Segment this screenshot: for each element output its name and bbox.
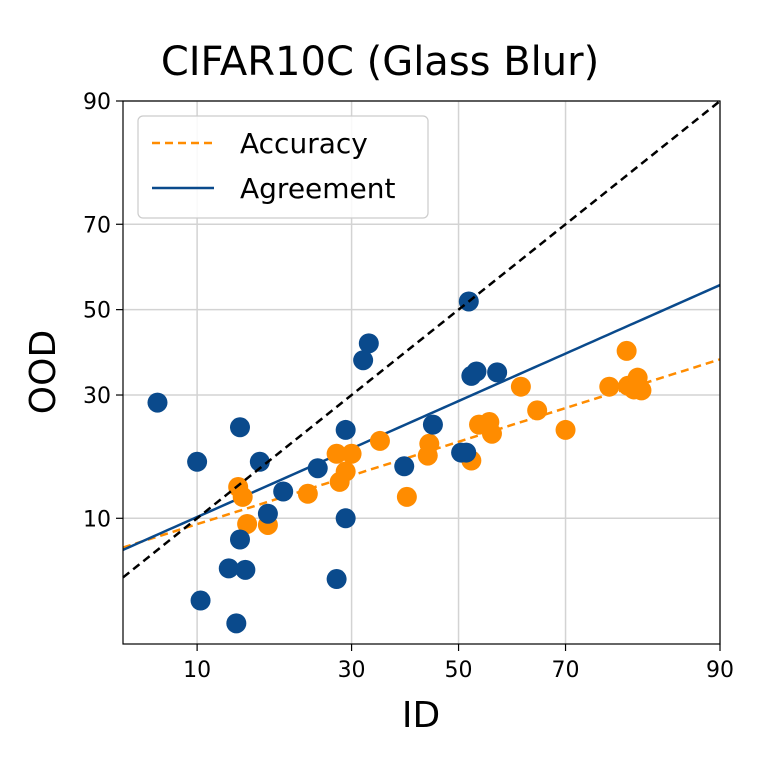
agreement-point (218, 558, 239, 579)
accuracy-point (631, 380, 652, 401)
agreement-point (229, 529, 250, 550)
agreement-point (190, 590, 211, 611)
agreement-point (456, 442, 477, 463)
diagonal-reference-line (122, 100, 721, 579)
agreement-point (326, 569, 347, 590)
x-tick-label: 30 (338, 658, 366, 683)
agreement-fit-line (122, 283, 721, 552)
agreement-point (335, 419, 356, 440)
accuracy-point (335, 461, 356, 482)
agreement-point (249, 451, 270, 472)
x-axis-ticks: 10 30 50 70 90 (183, 644, 734, 683)
agreement-point (257, 503, 278, 524)
accuracy-point (326, 443, 347, 464)
x-tick-label: 90 (706, 658, 734, 683)
accuracy-point (510, 376, 531, 397)
agreement-point (307, 458, 328, 479)
accuracy-point (555, 419, 576, 440)
chart-title: CIFAR10C (Glass Blur) (161, 39, 599, 85)
accuracy-point (369, 430, 390, 451)
agreement-point (187, 451, 208, 472)
x-axis-label: ID (402, 695, 440, 736)
accuracy-point (527, 400, 548, 421)
agreement-point (273, 481, 294, 502)
accuracy-point (481, 423, 502, 444)
agreement-point (394, 456, 415, 477)
agreement-point (487, 362, 508, 383)
agreement-point (353, 350, 374, 371)
legend: Accuracy Agreement (137, 115, 429, 219)
agreement-point (335, 508, 356, 529)
agreement-point (226, 613, 247, 634)
agreement-point (147, 392, 168, 413)
accuracy-point (232, 486, 253, 507)
agreement-point (229, 417, 250, 438)
plot-frame (122, 100, 721, 645)
accuracy-point (341, 443, 362, 464)
y-tick-label: 70 (83, 213, 111, 238)
y-tick-label: 90 (83, 90, 111, 115)
y-tick-label: 50 (83, 299, 111, 324)
accuracy-point (616, 340, 637, 361)
data-points (122, 100, 721, 634)
x-tick-label: 10 (183, 658, 211, 683)
accuracy-point (297, 483, 318, 504)
agreement-point (235, 559, 256, 580)
accuracy-point (599, 376, 620, 397)
accuracy-point (237, 513, 258, 534)
x-tick-label: 70 (552, 658, 580, 683)
y-axis-label: OOD (23, 330, 64, 414)
accuracy-point (396, 486, 417, 507)
x-tick-label: 50 (445, 658, 473, 683)
accuracy-point (419, 433, 440, 454)
y-tick-label: 30 (83, 384, 111, 409)
agreement-point (466, 361, 487, 382)
legend-box (137, 115, 429, 219)
legend-accuracy-label: Accuracy (240, 127, 368, 160)
legend-agreement-label: Agreement (240, 172, 396, 205)
agreement-point (422, 414, 443, 435)
y-axis-ticks: 10 30 50 70 90 (83, 90, 123, 532)
y-tick-label: 10 (83, 507, 111, 532)
agreement-point (358, 333, 379, 354)
